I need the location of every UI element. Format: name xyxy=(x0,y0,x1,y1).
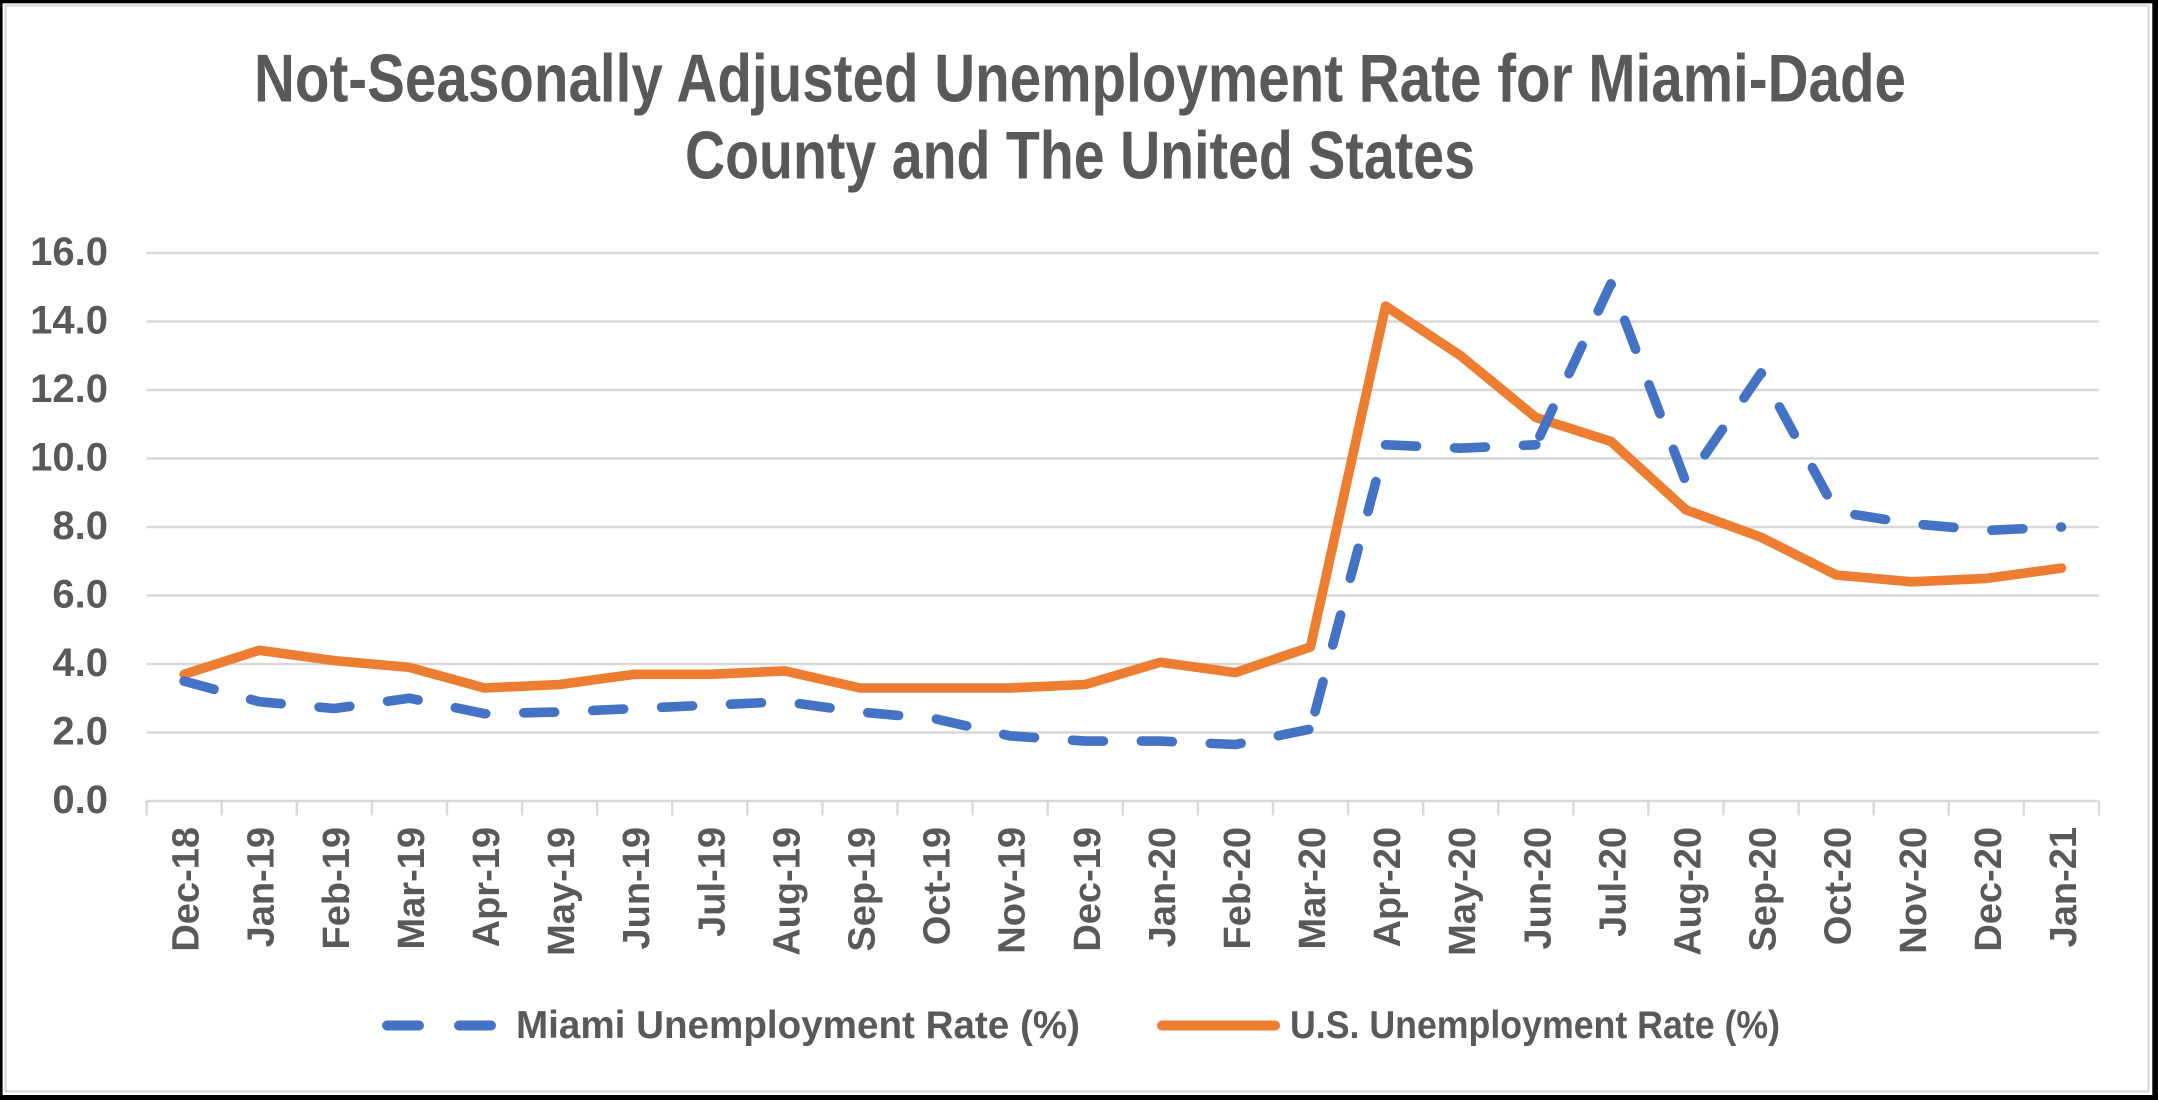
svg-text:Jan-21: Jan-21 xyxy=(2043,827,2085,947)
svg-text:Feb-19: Feb-19 xyxy=(316,827,358,949)
svg-text:8.0: 8.0 xyxy=(52,504,108,548)
svg-text:Jan-20: Jan-20 xyxy=(1142,827,1184,947)
svg-text:Apr-20: Apr-20 xyxy=(1367,827,1409,947)
svg-text:May-20: May-20 xyxy=(1442,827,1484,956)
svg-text:Apr-19: Apr-19 xyxy=(466,827,508,947)
svg-text:Jul-20: Jul-20 xyxy=(1592,827,1634,937)
svg-text:Nov-19: Nov-19 xyxy=(992,827,1034,954)
svg-text:4.0: 4.0 xyxy=(52,641,108,685)
svg-text:14.0: 14.0 xyxy=(30,299,108,343)
svg-text:Mar-19: Mar-19 xyxy=(391,827,433,950)
svg-text:Aug-20: Aug-20 xyxy=(1668,827,1710,956)
svg-text:Sep-20: Sep-20 xyxy=(1743,827,1785,952)
svg-text:Dec-20: Dec-20 xyxy=(1968,827,2010,952)
svg-text:Oct-20: Oct-20 xyxy=(1818,827,1860,945)
svg-text:Not-Seasonally Adjusted Unempl: Not-Seasonally Adjusted Unemployment Rat… xyxy=(254,41,1906,117)
svg-text:Nov-20: Nov-20 xyxy=(1893,827,1935,954)
svg-text:Jun-19: Jun-19 xyxy=(616,827,658,949)
svg-text:Aug-19: Aug-19 xyxy=(766,827,808,956)
svg-text:2.0: 2.0 xyxy=(52,710,108,754)
svg-text:May-19: May-19 xyxy=(541,827,583,956)
svg-text:12.0: 12.0 xyxy=(30,367,108,411)
svg-text:Miami Unemployment Rate (%): Miami Unemployment Rate (%) xyxy=(516,1004,1080,1047)
svg-text:Jun-20: Jun-20 xyxy=(1517,827,1559,949)
svg-text:Jul-19: Jul-19 xyxy=(691,827,733,937)
svg-text:0.0: 0.0 xyxy=(52,778,108,822)
svg-text:16.0: 16.0 xyxy=(30,230,108,274)
svg-text:6.0: 6.0 xyxy=(52,573,108,617)
svg-text:Sep-19: Sep-19 xyxy=(842,827,884,952)
svg-text:Oct-19: Oct-19 xyxy=(917,827,959,945)
svg-text:Mar-20: Mar-20 xyxy=(1292,827,1334,950)
svg-text:County and The United States: County and The United States xyxy=(685,118,1475,194)
svg-text:U.S. Unemployment Rate (%): U.S. Unemployment Rate (%) xyxy=(1290,1004,1780,1047)
svg-text:Dec-18: Dec-18 xyxy=(166,827,208,952)
svg-text:Feb-20: Feb-20 xyxy=(1217,827,1259,949)
svg-text:10.0: 10.0 xyxy=(30,436,108,480)
svg-text:Jan-19: Jan-19 xyxy=(241,827,283,947)
svg-text:Dec-19: Dec-19 xyxy=(1067,827,1109,952)
